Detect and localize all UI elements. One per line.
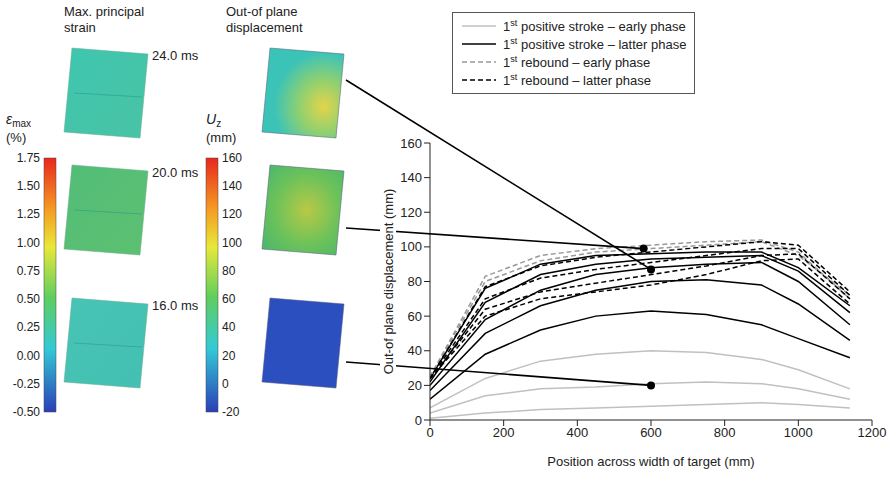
svg-text:1200: 1200 [858,425,887,440]
svg-text:0: 0 [222,377,229,391]
svg-text:Out-of plane: Out-of plane [226,4,298,19]
svg-text:80: 80 [222,264,236,278]
svg-text:60: 60 [408,309,422,324]
svg-text:160: 160 [222,151,242,165]
svg-text:20: 20 [222,349,236,363]
svg-text:strain: strain [64,20,96,35]
svg-text:20: 20 [408,378,422,393]
svg-text:60: 60 [222,292,236,306]
svg-text:200: 200 [493,425,515,440]
svg-text:400: 400 [566,425,588,440]
html-text:1stpositive stroke – early pha: 1stpositive stroke – early phase [503,17,686,34]
svg-text:140: 140 [400,170,422,185]
svg-text:160: 160 [400,136,422,151]
svg-text:20.0 ms: 20.0 ms [152,165,199,180]
svg-text:(%): (%) [6,130,26,145]
svg-text:(mm): (mm) [206,130,236,145]
svg-text:εmax: εmax [6,111,31,129]
svg-text:0.75: 0.75 [17,264,41,278]
svg-text:1.25: 1.25 [17,207,41,221]
html-text:1strebound – latter phase: 1strebound – latter phase [503,71,651,88]
svg-text:24.0 ms: 24.0 ms [152,48,199,63]
svg-text:140: 140 [222,179,242,193]
svg-text:0: 0 [415,413,422,428]
svg-text:600: 600 [640,425,662,440]
svg-text:1000: 1000 [784,425,813,440]
svg-text:1.00: 1.00 [17,236,41,250]
svg-text:Uz: Uz [206,111,221,129]
svg-text:800: 800 [714,425,736,440]
svg-text:40: 40 [222,320,236,334]
svg-text:0.50: 0.50 [17,292,41,306]
svg-text:100: 100 [222,236,242,250]
svg-text:80: 80 [408,274,422,289]
svg-text:120: 120 [400,205,422,220]
svg-text:40: 40 [408,343,422,358]
svg-text:Position across width of targe: Position across width of target (mm) [547,454,754,469]
html-text:1stpositive stroke – latter ph: 1stpositive stroke – latter phase [503,35,687,52]
svg-text:-0.50: -0.50 [13,405,41,419]
svg-text:Max. principal: Max. principal [64,4,144,19]
svg-text:-0.25: -0.25 [13,377,41,391]
svg-text:0.00: 0.00 [17,349,41,363]
svg-text:120: 120 [222,207,242,221]
svg-text:16.0 ms: 16.0 ms [152,298,199,313]
svg-text:1.75: 1.75 [17,151,41,165]
html-text:1strebound – early phase: 1strebound – early phase [503,53,651,70]
svg-text:-20: -20 [222,405,240,419]
svg-text:100: 100 [400,239,422,254]
svg-text:0.25: 0.25 [17,320,41,334]
svg-text:displacement: displacement [226,20,303,35]
svg-text:0: 0 [426,425,433,440]
svg-text:1.50: 1.50 [17,179,41,193]
svg-text:Out-of plane displacement (mm): Out-of plane displacement (mm) [381,189,396,375]
